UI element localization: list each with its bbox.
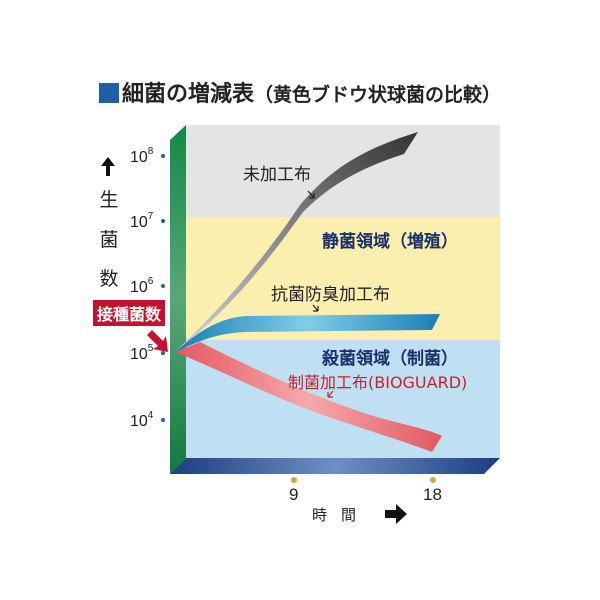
y-tick-1e8: 108 <box>130 146 154 166</box>
bioguard-curve <box>175 342 442 452</box>
bioguard-label: 制菌加工布(BIOGUARD) <box>288 373 468 392</box>
antibacterial-label: 抗菌防臭加工布 <box>271 285 390 305</box>
x-axis-label: 時間 <box>312 506 371 524</box>
antibacterial-curve <box>175 314 440 352</box>
y-tick-1e7: 107 <box>130 211 154 231</box>
untreated-label: 未加工布 <box>243 165 311 185</box>
y-tick-1e5: 105 <box>130 343 154 363</box>
untreated-curve <box>175 132 418 352</box>
growth-zone-label: 静菌領域（増殖） <box>322 232 458 252</box>
y-label-char: 生 <box>99 189 119 211</box>
title-square-icon <box>99 83 119 103</box>
y-label-char: 数 <box>99 268 119 290</box>
y-axis-wall <box>170 125 186 474</box>
blue-zone <box>186 340 500 458</box>
y-tick-1e6: 106 <box>130 276 154 296</box>
inoculum-label: 接種菌数 <box>93 300 166 326</box>
x-tick-9: 9 <box>289 485 299 504</box>
up-arrow-icon <box>101 157 115 176</box>
kill-zone-label: 殺菌領域（制菌） <box>322 349 458 369</box>
x-tick-18: 18 <box>423 485 442 504</box>
inoculum-arrow-icon <box>147 330 168 352</box>
chart-title: 細菌の増減表（黄色ブドウ状球菌の比較） <box>99 76 501 108</box>
y-label-char: 菌 <box>99 229 119 251</box>
right-arrow-icon <box>385 504 407 524</box>
y-tick-1e4: 104 <box>130 410 154 430</box>
x-axis-floor <box>170 458 500 474</box>
